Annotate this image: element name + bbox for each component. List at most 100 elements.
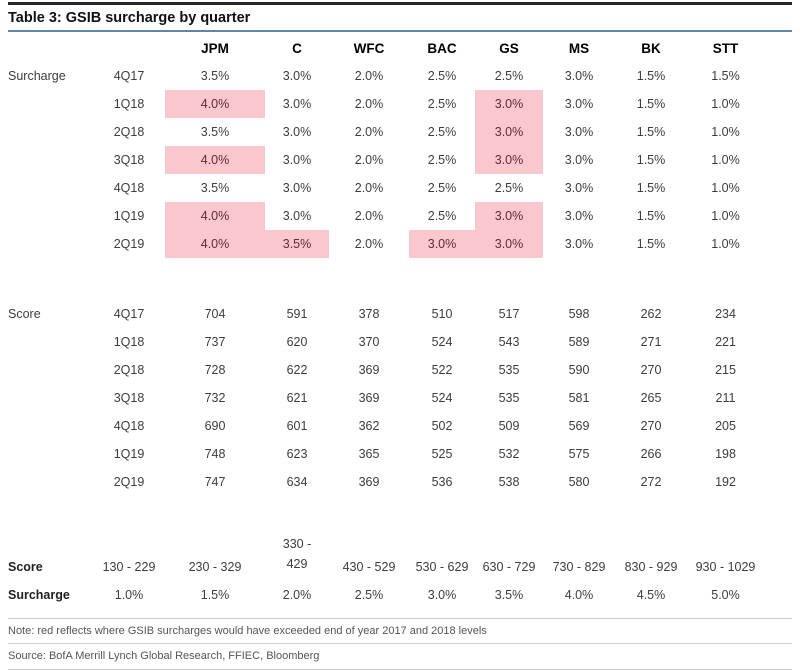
surcharge-section-label xyxy=(8,230,93,258)
column-header-stt: STT xyxy=(712,40,739,56)
score-cell-gs: 532 xyxy=(498,447,520,461)
score-cell-wfc: 378 xyxy=(358,307,380,321)
surcharge-section-label xyxy=(8,174,93,202)
score-cell-jpm: 728 xyxy=(204,363,226,377)
note-text: Note: red reflects where GSIB surcharges… xyxy=(8,625,487,637)
surcharge-cell-stt: 1.0% xyxy=(711,209,740,223)
score-cell-gs: 509 xyxy=(498,419,520,433)
score-cell-c: 620 xyxy=(286,335,308,349)
surcharge-cell-ms: 3.0% xyxy=(564,237,594,251)
surcharge-cell-gs: 3.0% xyxy=(475,202,543,230)
surcharge-cell-wfc: 2.0% xyxy=(354,209,384,223)
score-cell-gs: 517 xyxy=(498,307,520,321)
legend-surcharge-label: Surcharge xyxy=(8,588,70,602)
score-section-label xyxy=(8,412,93,440)
legend-score-range: 930 - 1029 xyxy=(695,560,756,574)
quarter-label: 1Q19 xyxy=(113,209,145,223)
surcharge-cell-bk: 1.5% xyxy=(636,69,666,83)
score-row-1q18: 1Q18 737 620 370 524 543 589 271 221 xyxy=(8,328,764,356)
surcharge-cell-ms: 3.0% xyxy=(564,209,594,223)
surcharge-cell-jpm: 4.0% xyxy=(165,202,265,230)
score-cell-wfc: 369 xyxy=(358,363,380,377)
section-gap-cell xyxy=(8,258,764,300)
surcharge-cell-stt: 1.0% xyxy=(711,125,740,139)
quarter-label: 3Q18 xyxy=(113,153,145,167)
surcharge-section-label xyxy=(8,202,93,230)
surcharge-cell-wfc: 2.0% xyxy=(354,237,384,251)
surcharge-cell-ms: 3.0% xyxy=(564,153,594,167)
surcharge-cell-stt: 1.5% xyxy=(711,69,740,83)
surcharge-cell-wfc: 2.0% xyxy=(354,181,384,195)
surcharge-cell-bk: 1.5% xyxy=(636,209,666,223)
surcharge-row-2q18: 2Q18 3.5% 3.0% 2.0% 2.5% 3.0% 3.0% 1.5% 1.0% xyxy=(8,118,764,146)
note-band: Note: red reflects where GSIB surcharges… xyxy=(8,618,792,644)
surcharge-cell-bac: 3.0% xyxy=(409,230,475,258)
legend-score-row: Score 130 - 229 230 - 329 330 - 429 430 - 52… xyxy=(8,518,764,581)
surcharge-cell-wfc: 2.0% xyxy=(354,97,384,111)
legend-surcharge-value: 4.0% xyxy=(564,588,594,602)
score-cell-c: 634 xyxy=(286,475,308,489)
score-cell-bk: 270 xyxy=(640,419,662,433)
column-header-bac: BAC xyxy=(427,40,457,56)
surcharge-cell-jpm: 4.0% xyxy=(165,90,265,118)
legend-score-range: 130 - 229 xyxy=(102,560,156,574)
surcharge-cell-ms: 3.0% xyxy=(564,125,594,139)
surcharge-section-label xyxy=(8,118,93,146)
score-cell-gs: 535 xyxy=(498,363,520,377)
legend-surcharge-value: 1.5% xyxy=(200,588,230,602)
score-cell-jpm: 737 xyxy=(204,335,226,349)
score-section-label: Score xyxy=(8,307,41,321)
surcharge-cell-bk: 1.5% xyxy=(636,237,666,251)
score-cell-bac: 510 xyxy=(431,307,453,321)
legend-score-range: 430 - 529 xyxy=(342,560,396,574)
quarter-label: 2Q18 xyxy=(113,363,145,377)
legend-surcharge-row: Surcharge 1.0% 1.5% 2.0% 2.5% 3.0% 3.5% 4.0% 4.5… xyxy=(8,581,764,609)
surcharge-cell-wfc: 2.0% xyxy=(354,125,384,139)
surcharge-row-4q18: 4Q18 3.5% 3.0% 2.0% 2.5% 2.5% 3.0% 1.5% 1.0% xyxy=(8,174,764,202)
score-cell-stt: 205 xyxy=(715,419,736,433)
surcharge-cell-bk: 1.5% xyxy=(636,153,666,167)
score-cell-wfc: 369 xyxy=(358,475,380,489)
legend-gap-cell xyxy=(8,496,764,518)
surcharge-cell-ms: 3.0% xyxy=(564,181,594,195)
score-cell-gs: 543 xyxy=(498,335,520,349)
section-gap xyxy=(8,258,764,300)
quarter-label: 2Q19 xyxy=(113,237,145,251)
quarter-label: 4Q17 xyxy=(113,69,145,83)
legend-score-range: 730 - 829 xyxy=(552,560,606,574)
source-text: Source: BofA Merrill Lynch Global Resear… xyxy=(8,650,320,662)
quarter-label: 2Q19 xyxy=(113,475,145,489)
column-header-bk: BK xyxy=(641,40,661,56)
surcharge-cell-bac: 2.5% xyxy=(427,69,457,83)
score-cell-jpm: 732 xyxy=(204,391,226,405)
legend-surcharge-value: 3.0% xyxy=(427,588,457,602)
score-cell-ms: 590 xyxy=(568,363,590,377)
quarter-label: 1Q19 xyxy=(113,447,145,461)
surcharge-cell-bk: 1.5% xyxy=(636,125,666,139)
score-section-label xyxy=(8,356,93,384)
score-cell-bac: 525 xyxy=(431,447,453,461)
surcharge-cell-gs: 3.0% xyxy=(475,118,543,146)
score-section-label xyxy=(8,384,93,412)
score-row-4q18: 4Q18 690 601 362 502 509 569 270 205 xyxy=(8,412,764,440)
column-header-wfc: WFC xyxy=(353,40,385,56)
score-cell-stt: 192 xyxy=(715,475,736,489)
surcharge-row-1q19: 1Q19 4.0% 3.0% 2.0% 2.5% 3.0% 3.0% 1.5% 1.0% xyxy=(8,202,764,230)
top-rule xyxy=(8,2,792,5)
legend-score-range-text: 330 - 429 xyxy=(282,537,312,571)
surcharge-cell-bk: 1.5% xyxy=(636,97,666,111)
surcharge-cell-bac: 2.5% xyxy=(427,153,457,167)
surcharge-cell-stt: 1.0% xyxy=(711,97,740,111)
score-row-3q18: 3Q18 732 621 369 524 535 581 265 211 xyxy=(8,384,764,412)
surcharge-cell-gs: 2.5% xyxy=(494,181,524,195)
legend-score-range: 230 - 329 xyxy=(188,560,242,574)
legend-surcharge-value: 2.5% xyxy=(354,588,384,602)
gsib-surcharge-table: JPM C WFC BAC GS MS BK STT Surcharge 4Q17 3.5% 3.0… xyxy=(8,34,764,609)
score-cell-stt: 221 xyxy=(715,335,736,349)
surcharge-cell-c: 3.0% xyxy=(282,153,312,167)
score-cell-bk: 270 xyxy=(640,363,662,377)
score-cell-jpm: 690 xyxy=(204,419,226,433)
score-cell-ms: 575 xyxy=(568,447,590,461)
column-header-ms: MS xyxy=(568,40,590,56)
